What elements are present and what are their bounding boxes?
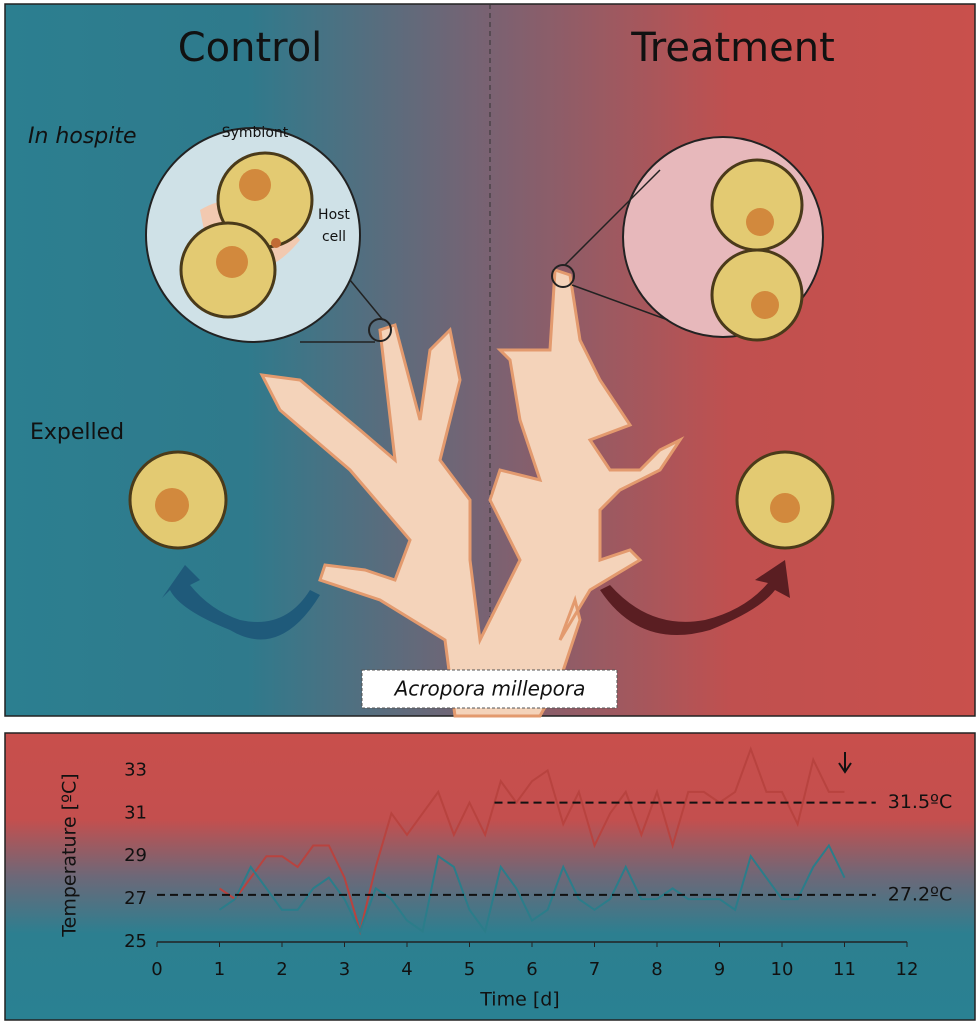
- y-tick-label: 31: [124, 802, 147, 823]
- magnify-line: [349, 279, 384, 321]
- chart-bg: [4, 732, 976, 1021]
- y-tick-label: 33: [124, 759, 147, 780]
- x-tick-label: 2: [276, 959, 287, 980]
- x-tick-label: 1: [214, 959, 225, 980]
- arrow: [600, 560, 790, 635]
- x-tick-label: 5: [464, 959, 475, 980]
- symbiont-label: Symbiont: [222, 125, 289, 141]
- x-tick-label: 12: [896, 959, 919, 980]
- arrow: [162, 565, 320, 640]
- x-tick-label: 0: [151, 959, 162, 980]
- x-tick-label: 7: [589, 959, 600, 980]
- expelled: Expelled: [30, 420, 124, 445]
- series-line: [218, 746, 845, 936]
- coral: [259, 267, 685, 718]
- organelle: [271, 238, 281, 248]
- diagram-panel: Control Treatment In hospite Expelled Sy…: [4, 3, 976, 718]
- treatment-label: Treatment: [630, 25, 835, 71]
- nucleus: [751, 291, 779, 319]
- nucleus: [216, 246, 248, 278]
- y-tick-label: 27: [124, 888, 147, 909]
- symbiont-cell: [710, 158, 804, 252]
- in-hospite: In hospite: [28, 124, 137, 149]
- y-axis-label: Temperature [ºC]: [59, 773, 81, 937]
- magnify-spot: [551, 264, 575, 288]
- reference-label: 27.2ºC: [888, 883, 953, 905]
- x-tick-label: 11: [833, 959, 856, 980]
- cell-label: cell: [322, 229, 346, 245]
- x-tick-label: 8: [651, 959, 662, 980]
- magnify-line: [571, 284, 669, 321]
- x-tick-label: 10: [771, 959, 794, 980]
- x-tick-label: 6: [526, 959, 537, 980]
- magnify-spot: [368, 318, 392, 342]
- control-label: Control: [178, 25, 323, 71]
- arrow: [838, 752, 852, 774]
- nucleus: [239, 169, 271, 201]
- y-tick-label: 29: [124, 845, 147, 866]
- x-tick-label: 4: [401, 959, 412, 980]
- x-tick-label: 3: [339, 959, 350, 980]
- y-tick-label: 25: [124, 931, 147, 952]
- host-label: Host: [318, 207, 350, 223]
- nucleus: [155, 488, 189, 522]
- nucleus: [770, 493, 800, 523]
- chart-panel: Temperature [ºC] Time [d] 0 1 2 3 4 5 6 7 8 9 10 11…: [4, 732, 976, 1021]
- x-axis-label: Time [d]: [479, 989, 559, 1011]
- nucleus: [746, 208, 774, 236]
- reference-label: 31.5ºC: [888, 791, 953, 813]
- x-tick-label: 9: [714, 959, 725, 980]
- magnify-line: [564, 169, 661, 266]
- species-box: [361, 669, 618, 709]
- series-line: [218, 843, 846, 934]
- species-label: Acropora millepora: [393, 677, 586, 701]
